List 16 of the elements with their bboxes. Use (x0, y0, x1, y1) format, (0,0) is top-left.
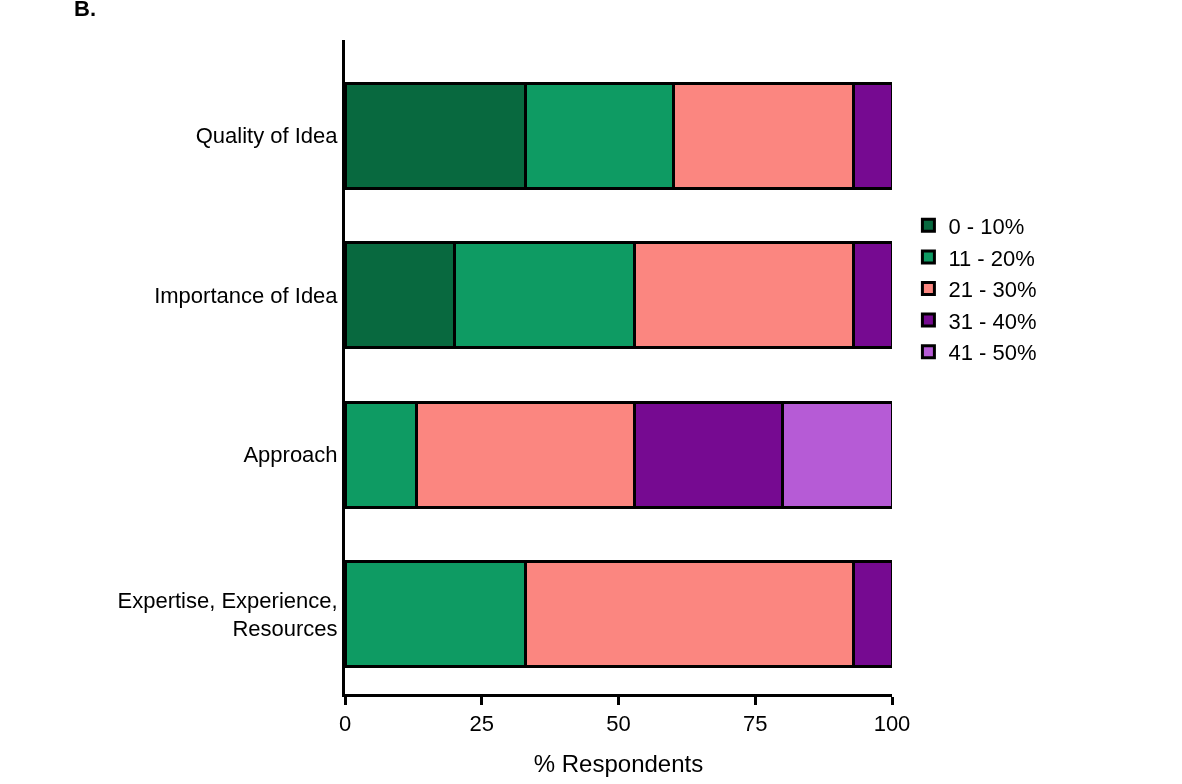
x-tick-label: 75 (743, 711, 768, 737)
legend-label: 11 - 20% (948, 245, 1035, 271)
legend-label: 41 - 50% (948, 340, 1037, 366)
y-tick-label: Approach (243, 442, 338, 468)
legend-label: 0 - 10% (948, 213, 1025, 239)
y-tick-label: Expertise, Experience, Resources (117, 587, 338, 642)
x-tick-label: 25 (469, 711, 494, 737)
y-tick-label: Importance of Idea (154, 282, 339, 308)
x-tick-label: 50 (606, 711, 631, 737)
y-tick-label: Quality of Idea (195, 123, 339, 149)
x-tick-label: 0 (338, 711, 352, 737)
legend-label: 21 - 30% (948, 277, 1037, 303)
x-tick-label: 100 (873, 711, 911, 737)
legend-label: 31 - 40% (948, 308, 1037, 334)
text: B. (74, 0, 96, 21)
x-axis-title: % Respondents (533, 749, 704, 777)
